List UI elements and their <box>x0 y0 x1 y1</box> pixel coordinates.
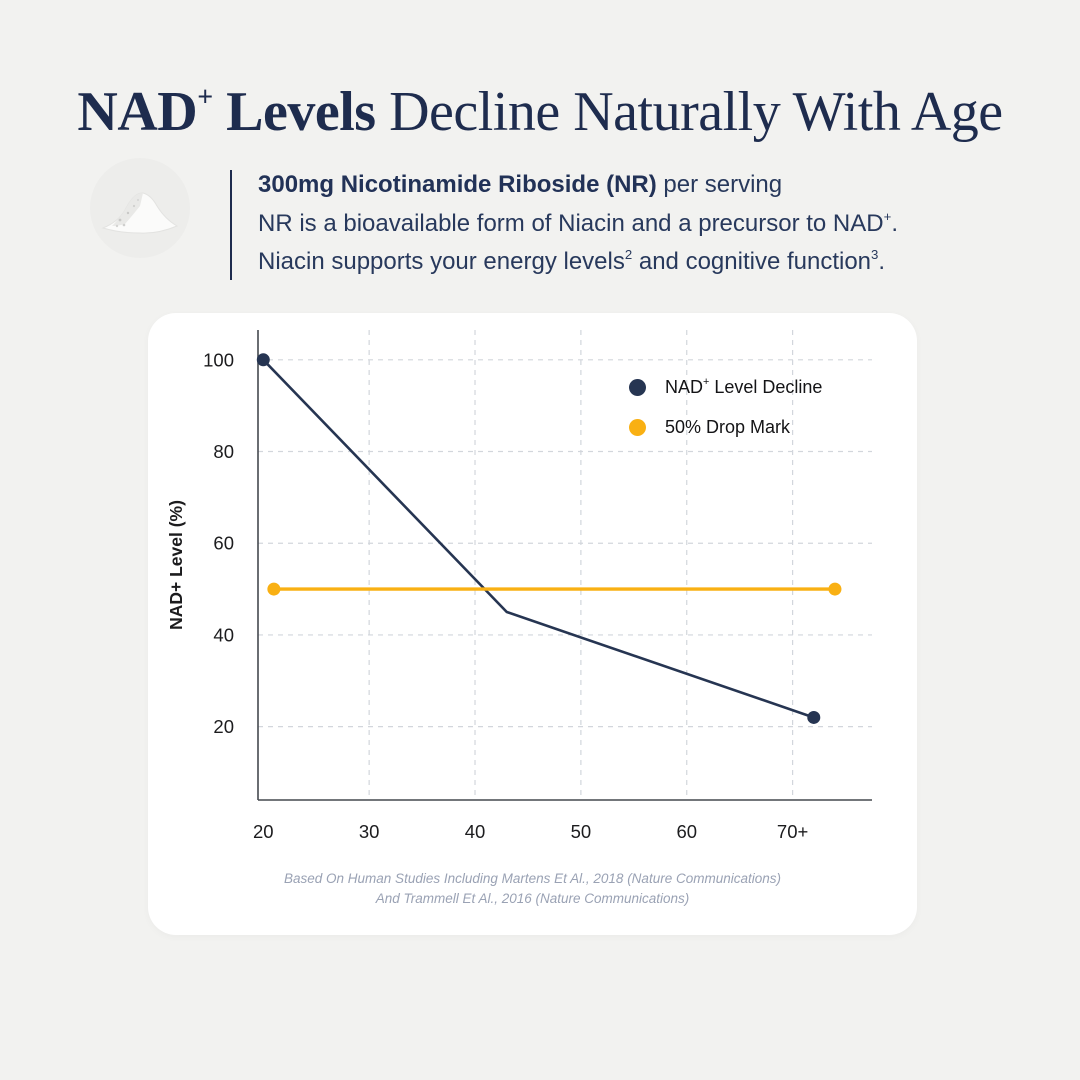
chart-card: 20 40 60 80 100 20 30 40 50 60 70+ NAD+ Level (%) N… <box>148 313 917 935</box>
vertical-divider <box>230 170 232 280</box>
x-tick-label: 60 <box>676 821 697 842</box>
y-tick-label: 100 <box>203 349 234 370</box>
series-marker <box>267 582 281 596</box>
x-tick-label: 40 <box>465 821 486 842</box>
x-tick-label: 70+ <box>777 821 808 842</box>
intro-line-3: Niacin supports your energy levels2 and … <box>258 247 886 275</box>
nr-powder-photo <box>90 158 190 258</box>
nad-plus-superscript: + <box>883 208 892 224</box>
nad-decline-chart: 20 40 60 80 100 20 30 40 50 60 70+ NAD+ Level (%) <box>166 330 872 842</box>
title-bold-part: NAD+ Levels <box>77 81 376 143</box>
series-marker <box>828 582 842 596</box>
intro-line-2: NR is a bioavailable form of Niacin and … <box>258 208 898 237</box>
footnote-3-superscript: 3 <box>871 247 879 263</box>
y-tick-label: 20 <box>213 716 234 737</box>
legend-item-nad-decline: NAD+ Level Decline <box>629 375 823 398</box>
serving-amount: 300mg Nicotinamide Riboside (NR) <box>258 171 657 198</box>
legend-dot-yellow <box>629 419 646 436</box>
x-tick-label: 20 <box>253 821 274 842</box>
legend-label-nad-decline: NAD+ Level Decline <box>665 375 823 397</box>
y-tick-label: 80 <box>213 441 234 462</box>
series-marker <box>256 353 270 367</box>
chart-source-caption: Based On Human Studies Including Martens… <box>148 869 917 908</box>
intro-line-1: 300mg Nicotinamide Riboside (NR) per ser… <box>258 171 783 198</box>
title-plus-superscript: + <box>197 82 213 114</box>
chart-legend: NAD+ Level Decline 50% Drop Mark <box>629 375 823 457</box>
footnote-2-superscript: 2 <box>624 247 633 263</box>
y-tick-label: 40 <box>213 624 234 645</box>
legend-dot-navy <box>629 379 646 396</box>
page-title: NAD+ Levels Decline Naturally With Age <box>0 81 1080 144</box>
legend-label-drop-mark: 50% Drop Mark <box>665 417 791 437</box>
intro-text-block: 300mg Nicotinamide Riboside (NR) per ser… <box>258 169 938 279</box>
y-axis-title: NAD+ Level (%) <box>166 500 186 630</box>
y-tick-label: 60 <box>213 533 234 554</box>
series-line-0 <box>262 358 815 719</box>
powder-image <box>90 158 190 258</box>
legend-plus-superscript: + <box>703 375 710 388</box>
caption-line-2: And Trammell Et Al., 2016 (Nature Commun… <box>375 890 690 906</box>
title-regular-part: Decline Naturally With Age <box>375 81 1003 143</box>
legend-item-drop-mark: 50% Drop Mark <box>629 417 822 438</box>
x-tick-label: 30 <box>359 821 380 842</box>
x-tick-label: 50 <box>571 821 592 842</box>
caption-line-1: Based On Human Studies Including Martens… <box>284 871 781 886</box>
series-marker <box>807 710 821 724</box>
